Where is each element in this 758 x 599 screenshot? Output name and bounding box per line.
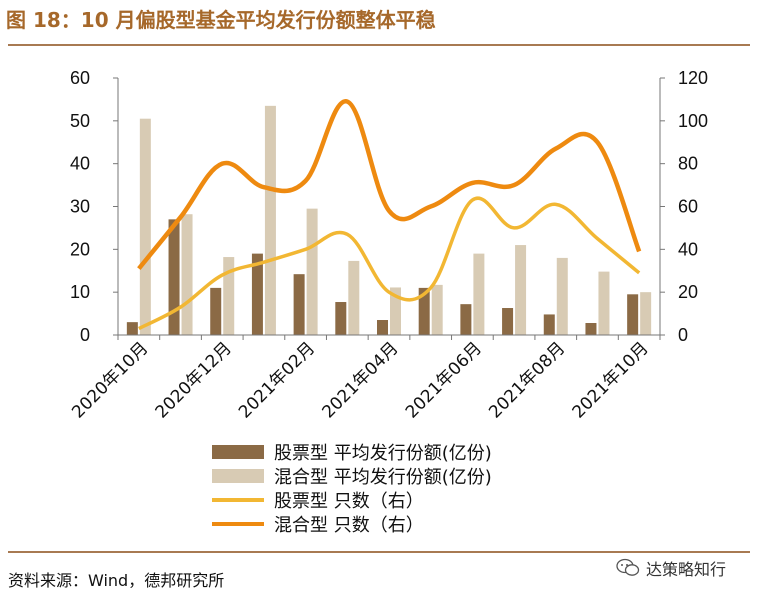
source-note: 资料来源：Wind，德邦研究所 <box>8 571 225 590</box>
left-tick-label: 60 <box>70 68 90 88</box>
stock-share-bar <box>543 314 555 335</box>
mixed-share-bar <box>556 257 568 335</box>
wechat-icon <box>616 558 640 576</box>
right-tick-label: 0 <box>678 325 688 345</box>
left-tick-label: 50 <box>70 111 90 131</box>
right-tick-label: 40 <box>678 239 698 259</box>
x-tick-label: 2020年12月 <box>152 338 236 422</box>
stock-share-bar <box>460 304 472 335</box>
mixed-share-bar <box>181 214 193 335</box>
stock-share-bar <box>627 294 639 335</box>
title-rule <box>8 44 750 46</box>
x-tick-label: 2021年10月 <box>569 338 653 422</box>
mixed-count-line <box>137 99 642 271</box>
watermark: 达策略知行 <box>616 556 726 580</box>
right-tick-label: 120 <box>678 68 708 88</box>
stock-share-bar <box>418 287 430 335</box>
mixed-share-bar <box>264 105 276 335</box>
watermark-text: 达策略知行 <box>646 560 727 579</box>
stock-share-bar <box>502 308 514 335</box>
figure-title: 图 18：10 月偏股型基金平均发行份额整体平稳 <box>6 8 436 32</box>
stock-share-bar <box>251 253 263 335</box>
x-tick-label: 2021年02月 <box>235 338 319 422</box>
mixed-share-bar <box>431 284 443 335</box>
legend-stock-bar-label: 股票型 平均发行份额(亿份) <box>274 443 492 464</box>
stock-share-bar <box>126 322 138 335</box>
left-tick-label: 20 <box>70 239 90 259</box>
stock-share-bar <box>377 320 388 335</box>
mixed-share-bar <box>515 245 527 335</box>
stock-share-bar <box>585 323 597 335</box>
right-tick-label: 80 <box>678 154 698 174</box>
x-tick-label: 2020年10月 <box>68 338 152 422</box>
legend-stock-bar-swatch <box>212 445 264 459</box>
mixed-share-bar <box>473 253 485 335</box>
mixed-share-bar <box>598 271 610 335</box>
mixed-share-bar <box>640 292 652 335</box>
mixed-share-bar <box>348 260 360 335</box>
x-tick-label: 2021年06月 <box>402 338 486 422</box>
right-tick-label: 60 <box>678 197 698 217</box>
stock-share-bar <box>210 287 222 335</box>
mixed-share-bar <box>306 208 318 335</box>
stock-share-bar <box>293 274 305 335</box>
legend-mixed-bar-label: 混合型 平均发行份额(亿份) <box>274 467 492 488</box>
x-tick-label: 2021年08月 <box>485 338 569 422</box>
stock-share-bar <box>335 302 347 335</box>
stock-count-line <box>138 196 641 331</box>
left-tick-label: 30 <box>70 197 90 217</box>
left-tick-label: 0 <box>80 325 90 345</box>
stock-share-bar <box>168 219 180 335</box>
legend-mixed-bar-swatch <box>212 469 264 483</box>
footer-rule <box>8 551 750 553</box>
right-tick-label: 20 <box>678 282 698 302</box>
legend-stock-line-label: 股票型 只数（右） <box>274 491 424 512</box>
combo-chart: 0 10 20 30 40 50 60 0 20 40 60 80 100 120 2020年10月 2020… <box>68 68 708 536</box>
left-tick-label: 10 <box>70 282 90 302</box>
mixed-share-bar <box>390 287 401 335</box>
mixed-share-bar <box>139 118 151 335</box>
x-tick-label: 2021年04月 <box>318 338 402 422</box>
right-tick-label: 100 <box>678 111 708 131</box>
mixed-share-bar <box>223 257 235 335</box>
left-tick-label: 40 <box>70 154 90 174</box>
legend-mixed-line-label: 混合型 只数（右） <box>274 515 424 536</box>
